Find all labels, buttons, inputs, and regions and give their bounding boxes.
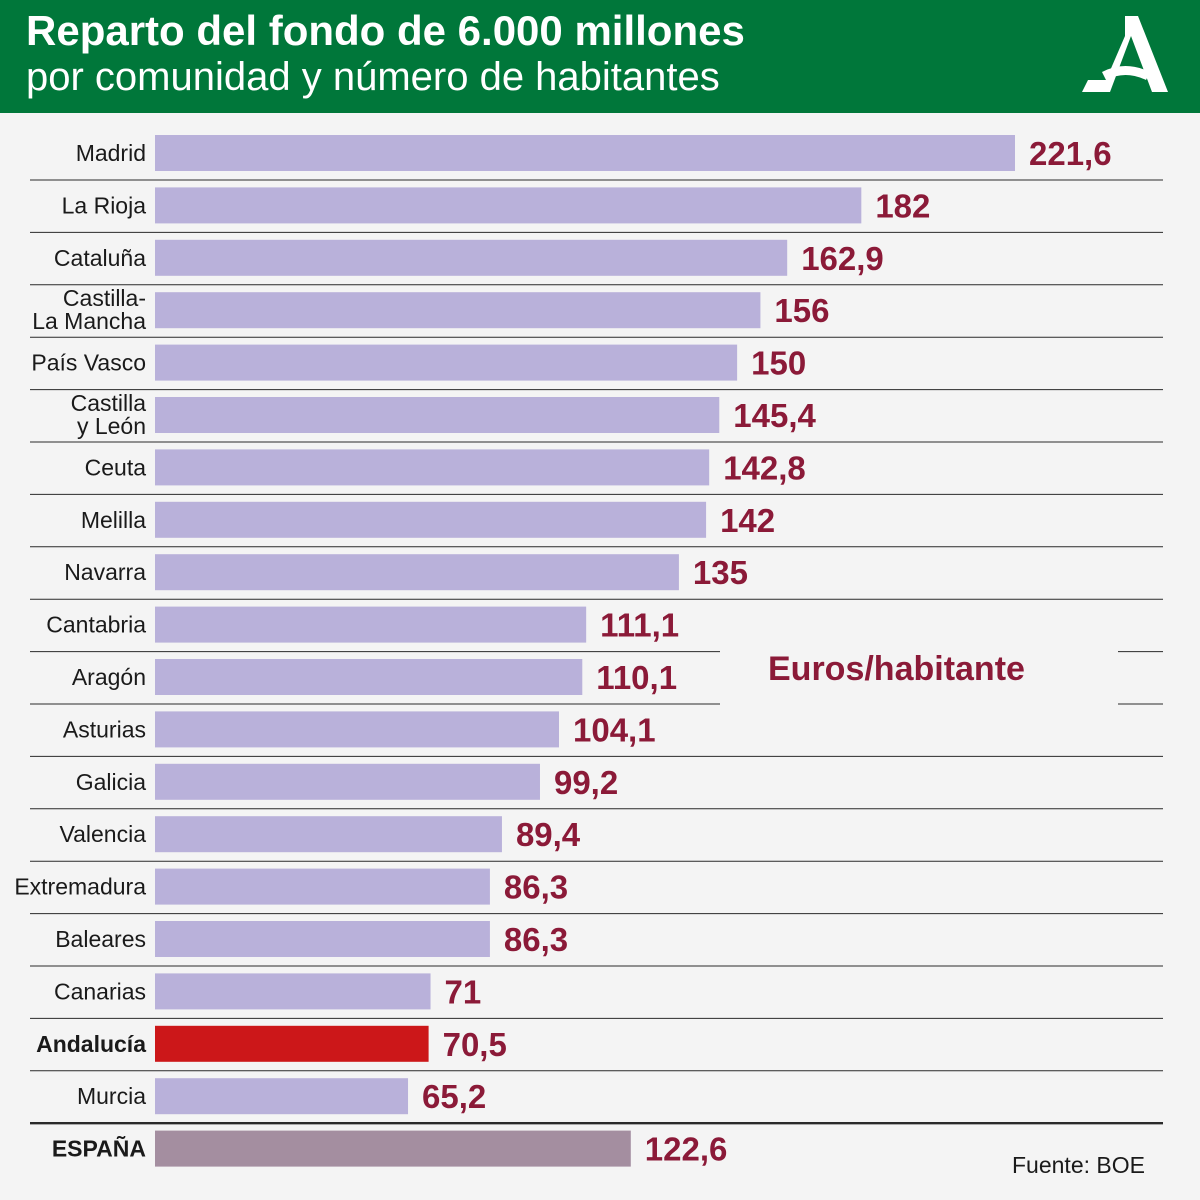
value-label: 86,3	[504, 869, 568, 906]
value-label: 221,6	[1029, 135, 1112, 172]
category-label: Ceuta	[85, 454, 147, 480]
value-label: 142,8	[723, 449, 806, 486]
bar-1	[155, 187, 862, 224]
bar-7	[155, 501, 707, 538]
value-label: 150	[751, 345, 806, 382]
category-label: Murcia	[77, 1083, 146, 1109]
value-label: 162,9	[801, 240, 884, 277]
chart-subtitle: por comunidad y número de habitantes	[26, 55, 720, 99]
value-label: 65,2	[422, 1078, 486, 1115]
value-label: 99,2	[554, 764, 618, 801]
bar-15	[155, 921, 490, 957]
bar-8	[155, 554, 679, 591]
bar-19	[155, 1130, 631, 1167]
value-label: 156	[774, 292, 829, 329]
category-label: Galicia	[76, 769, 147, 795]
bar-17	[155, 1025, 429, 1062]
category-label: Castilla-La Mancha	[32, 285, 146, 334]
value-label: 70,5	[443, 1026, 507, 1063]
value-label: 135	[693, 554, 748, 591]
junta-de-andalucia-logo-icon	[1082, 16, 1168, 92]
bar-3	[155, 292, 761, 329]
category-label: Cantabria	[46, 612, 146, 638]
value-label: 182	[875, 187, 930, 224]
bar-14	[155, 868, 490, 905]
category-label: Navarra	[64, 559, 146, 585]
value-label: 145,4	[733, 397, 816, 434]
chart-header: Reparto del fondo de 6.000 millones por …	[0, 0, 1200, 113]
category-label: Aragón	[72, 664, 146, 690]
bar-2	[155, 239, 788, 276]
bar-16	[155, 973, 431, 1010]
category-label: Baleares	[55, 926, 146, 952]
bar-11	[155, 711, 559, 748]
bar-6	[155, 449, 710, 486]
category-label: Melilla	[81, 507, 146, 533]
bar-4	[155, 344, 738, 381]
category-label: Andalucía	[36, 1031, 146, 1057]
category-label: ESPAÑA	[52, 1135, 146, 1162]
category-label: Castilla y León	[71, 390, 147, 439]
value-label: 71	[445, 973, 482, 1010]
bar-chart: Madrid 221,6 La Rioja 182 Cataluña 162,9 Casti…	[14, 135, 1163, 1168]
bar-0	[155, 135, 1015, 171]
value-label: 142	[720, 502, 775, 539]
category-label: Cataluña	[54, 245, 146, 271]
unit-label: Euros/habitante	[768, 650, 1025, 688]
value-label: 89,4	[516, 816, 581, 853]
category-label: Canarias	[54, 978, 146, 1004]
category-label: Extremadura	[14, 874, 146, 900]
category-label: Asturias	[63, 716, 146, 742]
category-label: Madrid	[76, 140, 146, 166]
value-label: 111,1	[600, 607, 679, 644]
bar-9	[155, 606, 587, 643]
category-label: La Rioja	[62, 192, 147, 218]
chart-title: Reparto del fondo de 6.000 millones	[26, 7, 745, 54]
category-label: Valencia	[59, 821, 146, 847]
bar-5	[155, 397, 720, 433]
bar-10	[155, 659, 583, 695]
value-label: 86,3	[504, 921, 568, 958]
bar-18	[155, 1078, 409, 1115]
source-note: Fuente: BOE	[1012, 1152, 1145, 1178]
value-label: 110,1	[596, 659, 677, 696]
value-label: 122,6	[645, 1131, 728, 1168]
value-label: 104,1	[573, 711, 656, 748]
category-label: País Vasco	[31, 350, 146, 376]
bar-12	[155, 763, 540, 800]
bar-13	[155, 816, 502, 853]
